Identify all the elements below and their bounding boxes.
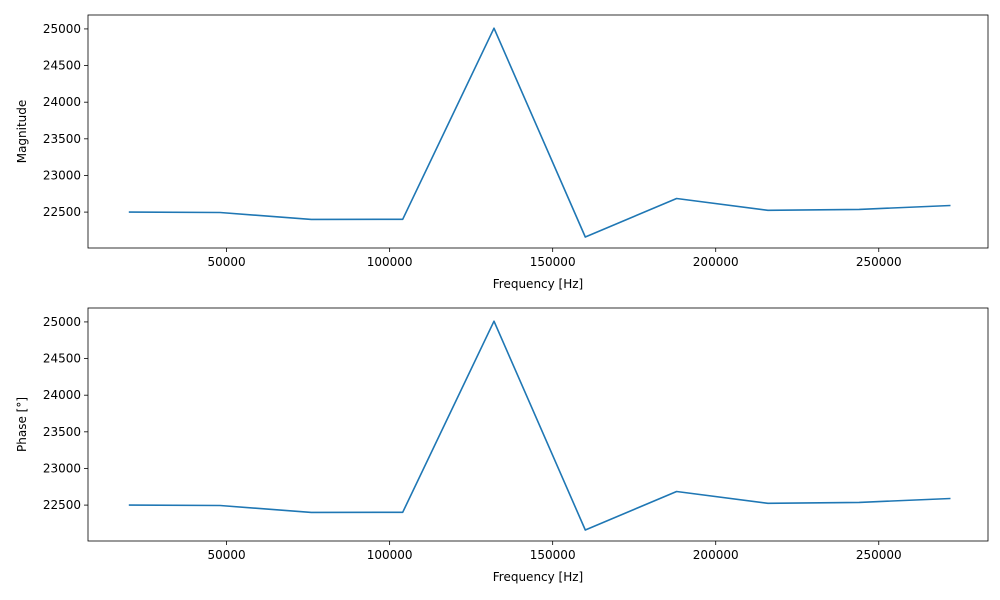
y-tick-label: 25000	[43, 22, 81, 36]
x-tick-label: 100000	[367, 548, 413, 562]
x-tick-label: 250000	[856, 548, 902, 562]
y-tick-label: 25000	[43, 315, 81, 329]
y-tick-label: 24500	[43, 352, 81, 366]
y-axis-label: Phase [°]	[15, 397, 29, 452]
y-tick-label: 24500	[43, 59, 81, 73]
series-line	[128, 320, 951, 531]
x-tick-label: 250000	[856, 255, 902, 269]
x-tick-label: 50000	[207, 548, 245, 562]
x-tick-label: 50000	[207, 255, 245, 269]
y-tick-label: 24000	[43, 95, 81, 109]
y-tick-label: 22500	[43, 205, 81, 219]
x-tick-label: 150000	[530, 255, 576, 269]
y-tick-label: 23000	[43, 168, 81, 182]
y-tick-label: 23500	[43, 425, 81, 439]
x-tick-label: 100000	[367, 255, 413, 269]
y-tick-label: 23500	[43, 132, 81, 146]
x-axis-label: Frequency [Hz]	[493, 570, 584, 584]
y-tick-label: 24000	[43, 388, 81, 402]
y-tick-label: 23000	[43, 461, 81, 475]
axes-frame	[87, 14, 989, 249]
subplots: 50000 100000 150000 200000 250000 22500 23000 2…	[15, 14, 989, 584]
x-axis-label: Frequency [Hz]	[493, 277, 584, 291]
x-tick-label: 200000	[693, 255, 739, 269]
y-axis-label: Magnitude	[15, 100, 29, 164]
x-tick-label: 200000	[693, 548, 739, 562]
subplot-1: 50000 100000 150000 200000 250000 22500 23000 2…	[15, 14, 989, 291]
axes-frame	[87, 307, 989, 542]
y-tick-label: 22500	[43, 498, 81, 512]
subplot-2: 50000 100000 150000 200000 250000 22500 23000 2…	[15, 307, 989, 584]
series-line	[128, 27, 951, 238]
x-tick-label: 150000	[530, 548, 576, 562]
